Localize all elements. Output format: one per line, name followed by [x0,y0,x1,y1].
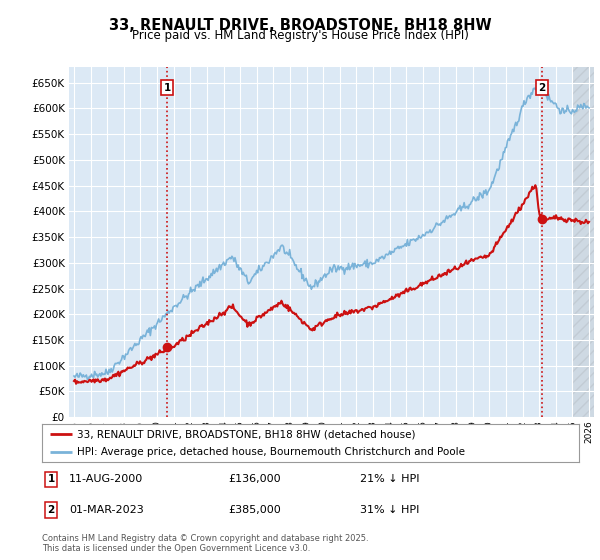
Text: 11-AUG-2000: 11-AUG-2000 [69,474,143,484]
Text: 33, RENAULT DRIVE, BROADSTONE, BH18 8HW (detached house): 33, RENAULT DRIVE, BROADSTONE, BH18 8HW … [77,429,415,439]
Text: £385,000: £385,000 [228,505,281,515]
Text: 1: 1 [163,83,170,92]
Text: 33, RENAULT DRIVE, BROADSTONE, BH18 8HW: 33, RENAULT DRIVE, BROADSTONE, BH18 8HW [109,18,491,34]
Text: 2: 2 [47,505,55,515]
Bar [572,67,594,417]
Text: Price paid vs. HM Land Registry's House Price Index (HPI): Price paid vs. HM Land Registry's House … [131,29,469,42]
Text: 01-MAR-2023: 01-MAR-2023 [69,505,144,515]
Text: 2: 2 [538,83,545,92]
Text: 21% ↓ HPI: 21% ↓ HPI [360,474,419,484]
Text: HPI: Average price, detached house, Bournemouth Christchurch and Poole: HPI: Average price, detached house, Bour… [77,447,465,457]
Text: Contains HM Land Registry data © Crown copyright and database right 2025.
This d: Contains HM Land Registry data © Crown c… [42,534,368,553]
Text: £136,000: £136,000 [228,474,281,484]
Text: 1: 1 [47,474,55,484]
Text: 31% ↓ HPI: 31% ↓ HPI [360,505,419,515]
